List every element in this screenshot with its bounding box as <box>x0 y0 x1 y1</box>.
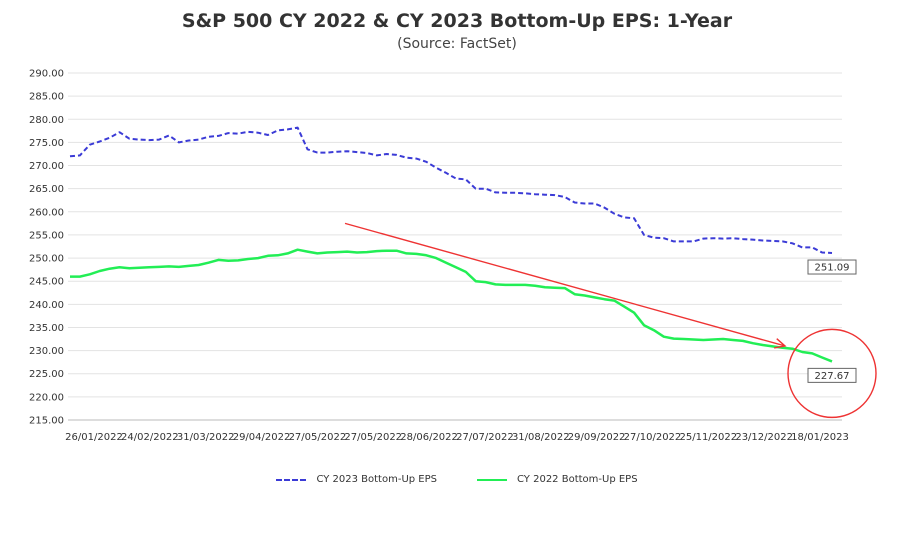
y-tick-label: 280.00 <box>29 115 64 126</box>
series-lines <box>69 126 833 363</box>
annotations: 251.09 227.67 <box>344 222 877 419</box>
x-tick-label: 25/11/2022 <box>679 432 737 443</box>
y-tick-label: 215.00 <box>29 416 64 427</box>
legend-label-cy2022: CY 2022 Bottom-Up EPS <box>517 474 638 485</box>
x-tick-label: 27/07/2022 <box>456 432 514 443</box>
y-tick-label: 220.00 <box>29 392 64 403</box>
x-tick-label: 18/01/2023 <box>791 432 849 443</box>
value-label-box <box>807 259 857 275</box>
highlight-circle <box>787 328 877 419</box>
y-tick-label: 245.00 <box>29 277 64 288</box>
x-axis-ticks: 26/01/202224/02/202231/03/202229/04/2022… <box>65 432 849 443</box>
x-tick-label: 31/03/2022 <box>177 432 235 443</box>
y-tick-label: 225.00 <box>29 369 64 380</box>
legend-swatch-cy2022 <box>477 478 507 481</box>
legend-item-cy2022: CY 2022 Bottom-Up EPS <box>477 474 638 485</box>
value-label: 227.67 <box>815 371 850 382</box>
y-tick-label: 265.00 <box>29 184 64 195</box>
y-tick-label: 260.00 <box>29 207 64 218</box>
x-tick-label: 27/05/2022 <box>344 432 402 443</box>
y-tick-label: 240.00 <box>29 300 64 311</box>
y-tick-label: 275.00 <box>29 138 64 149</box>
x-tick-label: 24/02/2022 <box>121 432 179 443</box>
series-line-1 <box>70 248 833 363</box>
x-tick-label: 29/04/2022 <box>233 432 291 443</box>
y-axis-ticks: 290.00 285.00 280.00 275.00 270.00 265.00 260.… <box>29 69 64 427</box>
x-tick-label: 27/10/2022 <box>624 432 682 443</box>
x-tick-label: 31/08/2022 <box>512 432 570 443</box>
grid-lines <box>68 72 842 421</box>
y-tick-label: 270.00 <box>29 161 64 172</box>
legend-label-cy2023: CY 2023 Bottom-Up EPS <box>316 474 437 485</box>
legend-item-cy2023: CY 2023 Bottom-Up EPS <box>276 474 437 485</box>
chart-title: S&P 500 CY 2022 & CY 2023 Bottom-Up EPS:… <box>181 10 733 32</box>
trend-arrow-line <box>344 222 786 347</box>
legend-swatch-cy2023 <box>276 478 307 481</box>
y-tick-label: 290.00 <box>29 69 64 80</box>
legend: CY 2023 Bottom-Up EPS CY 2022 Bottom-Up … <box>0 474 914 485</box>
x-tick-label: 23/12/2022 <box>735 432 793 443</box>
y-tick-label: 285.00 <box>29 92 64 103</box>
y-tick-label: 255.00 <box>29 230 64 241</box>
y-tick-label: 235.00 <box>29 323 64 334</box>
y-tick-label: 250.00 <box>29 254 64 265</box>
y-tick-label: 230.00 <box>29 346 64 357</box>
chart-subtitle: (Source: FactSet) <box>397 36 517 52</box>
value-label-box <box>807 367 857 383</box>
trend-arrow-head <box>774 338 787 349</box>
x-tick-label: 26/01/2022 <box>65 432 123 443</box>
x-tick-label: 29/09/2022 <box>568 432 626 443</box>
value-label: 251.09 <box>815 263 850 274</box>
series-line-0 <box>69 126 833 254</box>
x-tick-label: 27/05/2022 <box>289 432 347 443</box>
x-tick-label: 28/06/2022 <box>400 432 458 443</box>
